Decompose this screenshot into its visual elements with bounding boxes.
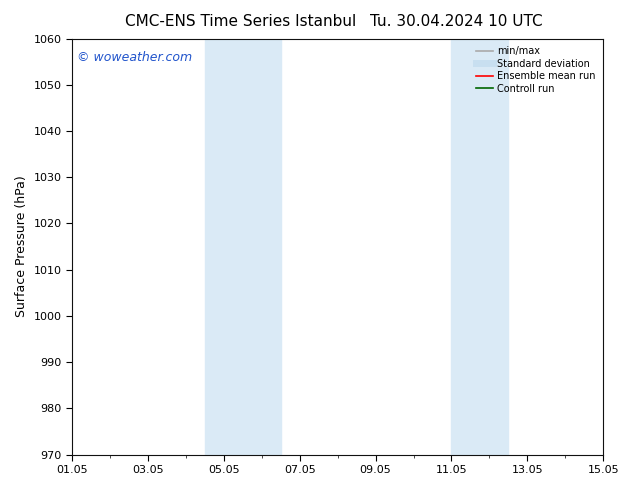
Text: CMC-ENS Time Series Istanbul: CMC-ENS Time Series Istanbul — [126, 14, 356, 29]
Y-axis label: Surface Pressure (hPa): Surface Pressure (hPa) — [15, 176, 28, 318]
Bar — [205, 39, 281, 455]
Bar — [451, 39, 508, 455]
Text: Tu. 30.04.2024 10 UTC: Tu. 30.04.2024 10 UTC — [370, 14, 543, 29]
Text: © woweather.com: © woweather.com — [77, 51, 193, 64]
Legend: min/max, Standard deviation, Ensemble mean run, Controll run: min/max, Standard deviation, Ensemble me… — [472, 44, 598, 97]
